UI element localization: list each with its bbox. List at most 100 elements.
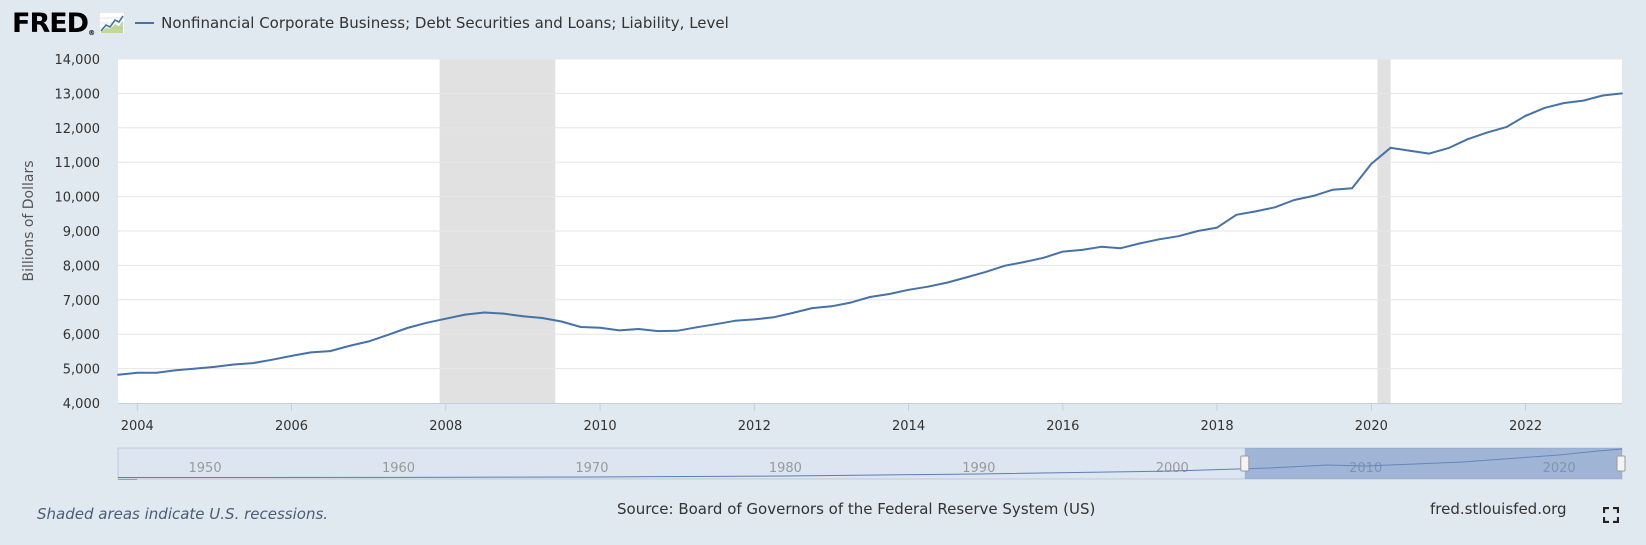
fred-logo[interactable]: FRED® — [12, 10, 95, 37]
data-point — [1543, 106, 1546, 109]
data-point — [1081, 249, 1084, 251]
data-point — [676, 329, 679, 332]
data-point — [464, 313, 466, 316]
recession-note: Shaded areas indicate U.S. recessions. — [37, 505, 329, 523]
data-point — [252, 362, 254, 364]
y-tick-label: 13,000 — [55, 87, 101, 102]
legend-swatch — [135, 22, 155, 24]
data-point — [1331, 188, 1334, 191]
navigator-tick-label: 1990 — [962, 461, 995, 476]
data-point — [1447, 147, 1450, 149]
data-point — [1582, 99, 1585, 102]
data-point — [444, 317, 447, 320]
data-point — [1196, 230, 1199, 232]
data-point — [791, 311, 794, 314]
y-tick-label: 12,000 — [55, 122, 101, 137]
data-point — [232, 363, 235, 366]
y-axis-title: Billions of Dollars — [21, 160, 37, 281]
data-point — [560, 320, 563, 323]
data-point — [329, 350, 332, 352]
data-point — [772, 316, 775, 319]
data-point — [599, 326, 601, 329]
navigator-left-handle[interactable] — [1240, 455, 1250, 472]
x-tick-label: 2016 — [1046, 419, 1079, 434]
navigator-selection — [1244, 448, 1622, 479]
data-point — [1100, 245, 1103, 248]
x-tick-label: 2006 — [275, 419, 308, 434]
data-point — [965, 276, 968, 279]
data-point — [174, 369, 177, 372]
data-point — [656, 330, 659, 333]
x-tick-label: 2010 — [584, 419, 617, 434]
legend-label: Nonfinancial Corporate Business; Debt Se… — [161, 14, 729, 32]
data-point — [483, 311, 486, 314]
data-point — [907, 288, 910, 291]
data-point — [117, 373, 119, 376]
data-point — [1408, 149, 1411, 152]
data-point — [522, 315, 524, 318]
data-point — [888, 293, 891, 295]
data-point — [1389, 146, 1392, 149]
data-point — [1274, 206, 1276, 209]
data-point — [1216, 226, 1218, 229]
data-point — [1351, 187, 1353, 190]
data-point — [1061, 250, 1064, 253]
fullscreen-icon[interactable] — [1603, 507, 1619, 523]
data-point — [1119, 247, 1122, 250]
data-point — [213, 365, 216, 368]
y-tick-label: 8,000 — [63, 259, 100, 274]
x-tick-label: 2018 — [1201, 419, 1234, 434]
x-tick-label: 2022 — [1509, 419, 1542, 434]
navigator-tick-label: 1950 — [189, 461, 222, 476]
data-point — [753, 318, 756, 321]
data-point — [734, 319, 736, 322]
data-point — [502, 312, 505, 315]
data-point — [136, 371, 139, 374]
data-point — [348, 344, 351, 347]
data-point — [1004, 264, 1006, 267]
data-point — [618, 329, 621, 332]
data-point — [637, 328, 640, 330]
data-point — [1235, 213, 1238, 216]
y-tick-label: 9,000 — [63, 225, 100, 240]
data-point — [926, 285, 929, 288]
y-tick-label: 5,000 — [63, 363, 100, 378]
y-tick-label: 14,000 — [55, 53, 101, 68]
navigator-tick-label: 1980 — [769, 461, 802, 476]
data-point — [984, 271, 987, 273]
navigator-right-handle[interactable] — [1616, 455, 1626, 472]
fred-logo-text: FRED — [12, 7, 89, 39]
navigator-tick-label: 1960 — [382, 461, 415, 476]
data-point — [367, 340, 370, 343]
fred-graph-icon — [99, 12, 126, 34]
data-point — [309, 351, 312, 354]
data-point — [811, 307, 814, 309]
x-tick-label: 2020 — [1355, 419, 1388, 434]
data-point — [714, 323, 717, 326]
legend[interactable]: Nonfinancial Corporate Business; Debt Se… — [135, 14, 729, 32]
data-point — [1486, 131, 1488, 134]
y-tick-label: 4,000 — [63, 397, 100, 412]
data-point — [155, 371, 158, 374]
y-tick-label: 7,000 — [63, 294, 100, 309]
data-point — [1177, 235, 1180, 238]
data-point — [387, 333, 389, 336]
data-point — [1466, 138, 1469, 141]
data-point — [541, 317, 544, 319]
chart-header: FRED® Nonfinancial Corporate Business; D… — [12, 6, 729, 40]
data-point — [946, 281, 949, 284]
data-point — [869, 296, 871, 298]
x-tick-label: 2008 — [429, 419, 462, 434]
data-point — [1370, 163, 1373, 165]
y-tick-label: 10,000 — [55, 191, 101, 206]
data-point — [271, 358, 274, 361]
data-point — [1601, 94, 1604, 97]
data-point — [1158, 238, 1161, 241]
site-link[interactable]: fred.stlouisfed.org — [1430, 500, 1567, 518]
data-point — [1505, 126, 1508, 129]
data-point — [1428, 152, 1431, 155]
data-point — [406, 327, 409, 329]
x-tick-label: 2004 — [121, 419, 154, 434]
x-tick-label: 2014 — [892, 419, 925, 434]
data-point — [1139, 242, 1141, 245]
